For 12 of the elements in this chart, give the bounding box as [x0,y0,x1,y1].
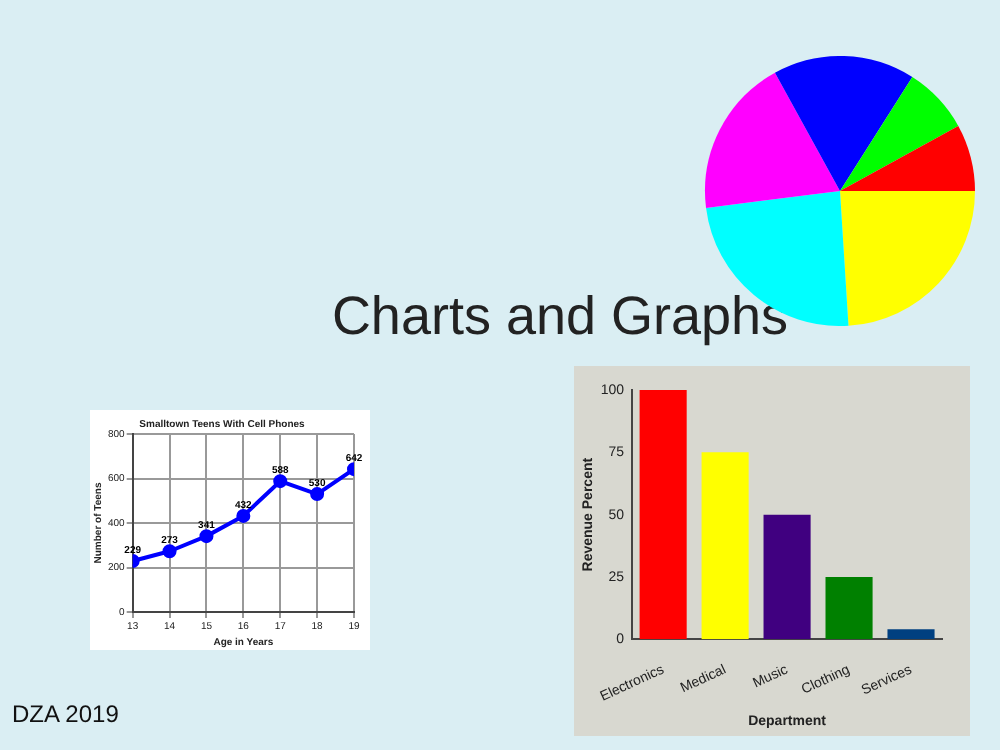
bar [763,514,811,640]
bar [639,390,687,640]
point [162,544,177,559]
text: DZA 2019 [12,700,119,728]
point [236,508,251,523]
bar [887,629,935,640]
point [273,474,288,489]
text: Charts and Graphs [329,286,791,348]
bar [701,452,749,640]
point [199,529,214,544]
point [310,487,325,502]
bar [825,576,873,640]
